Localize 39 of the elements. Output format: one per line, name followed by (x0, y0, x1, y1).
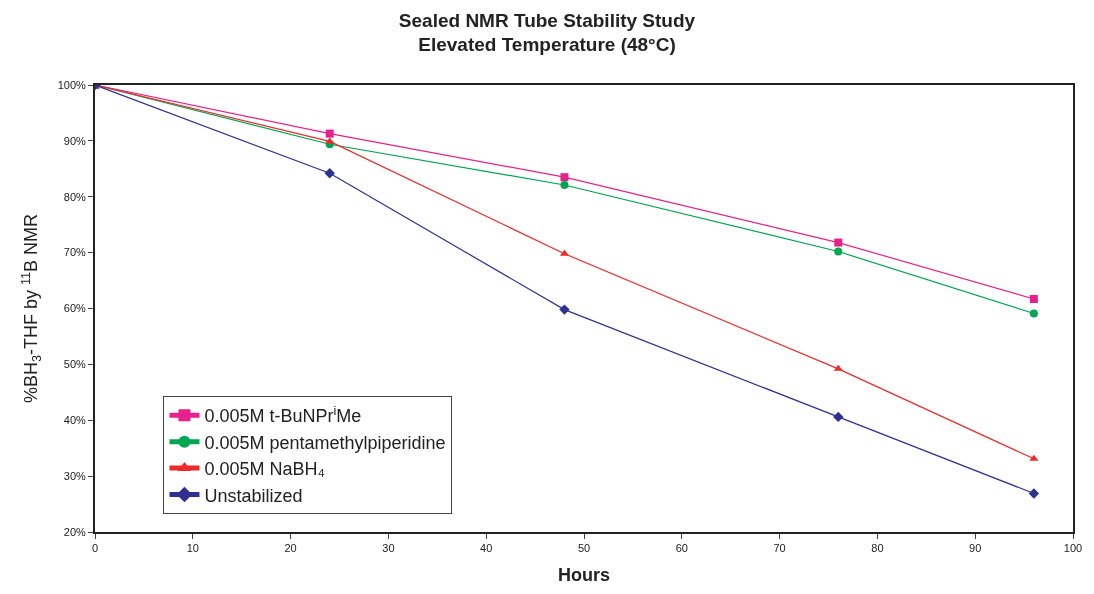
point (324, 168, 335, 179)
legend-label: Unstabilized (204, 485, 303, 506)
x-tick-label: 10 (186, 542, 199, 555)
y-tick-label: 90% (63, 134, 86, 147)
point (559, 304, 570, 315)
x-tick-label: 30 (382, 542, 395, 555)
point (1029, 295, 1038, 303)
x-tick-label: 100 (1063, 542, 1083, 555)
x-tick-label: 20 (284, 542, 297, 555)
x-tick-label: 50 (577, 542, 591, 555)
y-tick-label: 50% (63, 358, 86, 371)
y-tick-label: 40% (63, 414, 86, 427)
legend-label: 0.005M NaBH₄ (204, 459, 325, 480)
x-tick-label: 60 (675, 542, 688, 555)
chart-title: Sealed NMR Tube Stability Study Elevated Temperature (48°C) (398, 9, 696, 56)
y-tick-label: 20% (63, 525, 86, 538)
point (1028, 488, 1040, 499)
legend-label: 0.005M t-BuNPr$^{i}$Me (204, 403, 362, 427)
point (834, 247, 843, 256)
point (833, 364, 843, 371)
x-tick-label: 80 (871, 542, 884, 555)
point (1029, 309, 1038, 318)
y-tick-label: 30% (63, 469, 86, 482)
y-tick-label: 70% (63, 246, 86, 259)
point (833, 411, 844, 423)
x-axis-title: Hours (557, 564, 611, 585)
x-tick-label: 0 (91, 542, 99, 555)
point (1029, 454, 1039, 461)
x-tick-label: 40 (480, 542, 493, 555)
point (325, 129, 334, 138)
x-tick-label: 70 (773, 542, 786, 555)
legend-label: 0.005M pentamethylpiperidine (204, 432, 446, 453)
point (560, 181, 569, 190)
y-tick-label: 60% (63, 302, 86, 315)
x-tick-label: 90 (969, 542, 982, 555)
point (834, 238, 843, 247)
y-tick-label: 100% (57, 78, 87, 91)
y-tick-label: 80% (63, 190, 86, 203)
point (560, 173, 569, 182)
